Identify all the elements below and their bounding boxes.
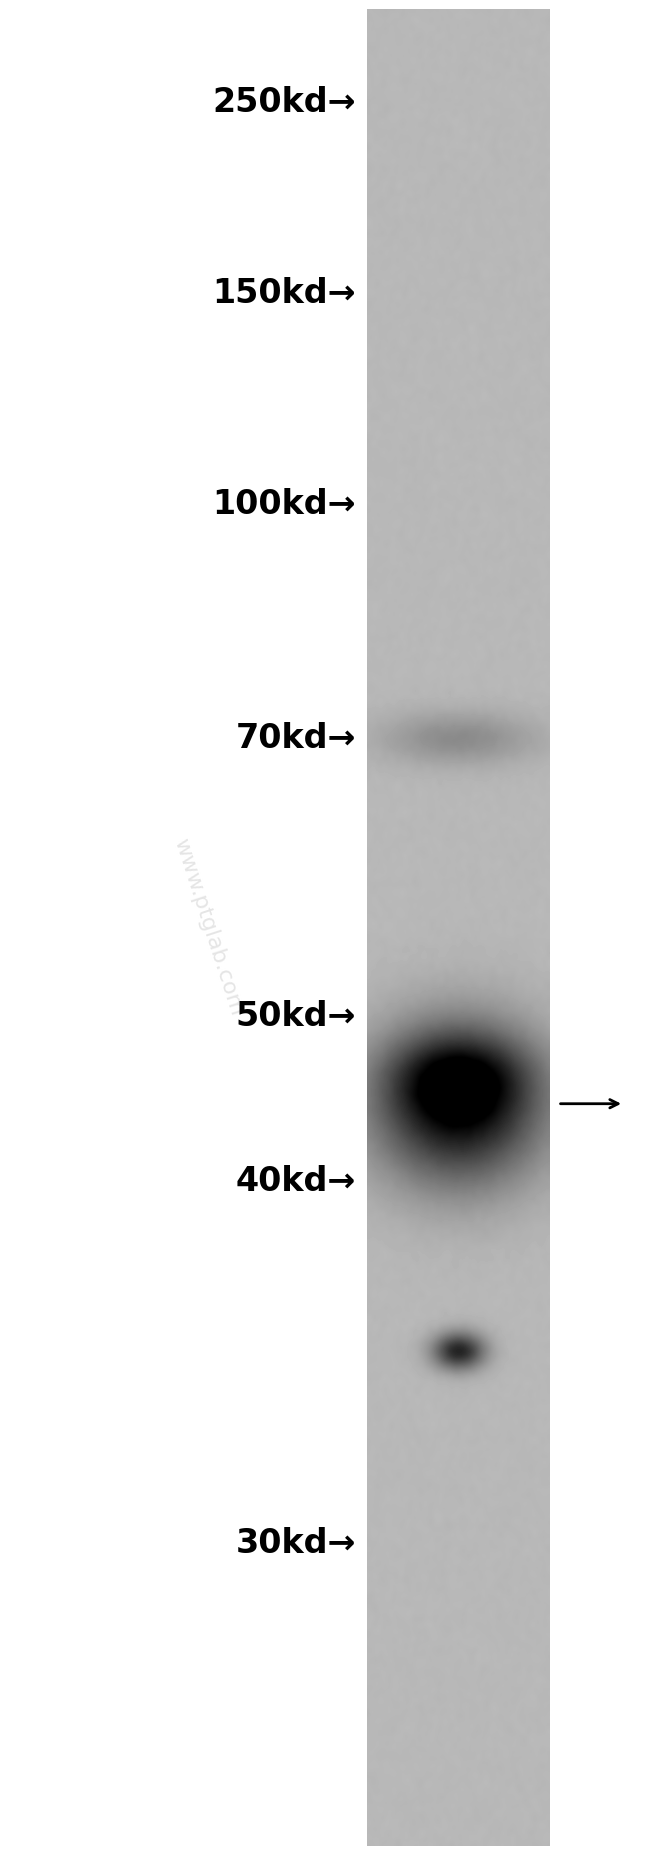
Text: 30kd→: 30kd→ xyxy=(236,1527,356,1560)
Text: 70kd→: 70kd→ xyxy=(236,722,356,755)
Text: 100kd→: 100kd→ xyxy=(213,488,356,521)
Text: 150kd→: 150kd→ xyxy=(213,276,356,310)
Text: 250kd→: 250kd→ xyxy=(213,85,356,119)
Text: 50kd→: 50kd→ xyxy=(236,1000,356,1033)
Text: www.ptglab.com: www.ptglab.com xyxy=(170,837,246,1018)
Text: 40kd→: 40kd→ xyxy=(236,1165,356,1198)
